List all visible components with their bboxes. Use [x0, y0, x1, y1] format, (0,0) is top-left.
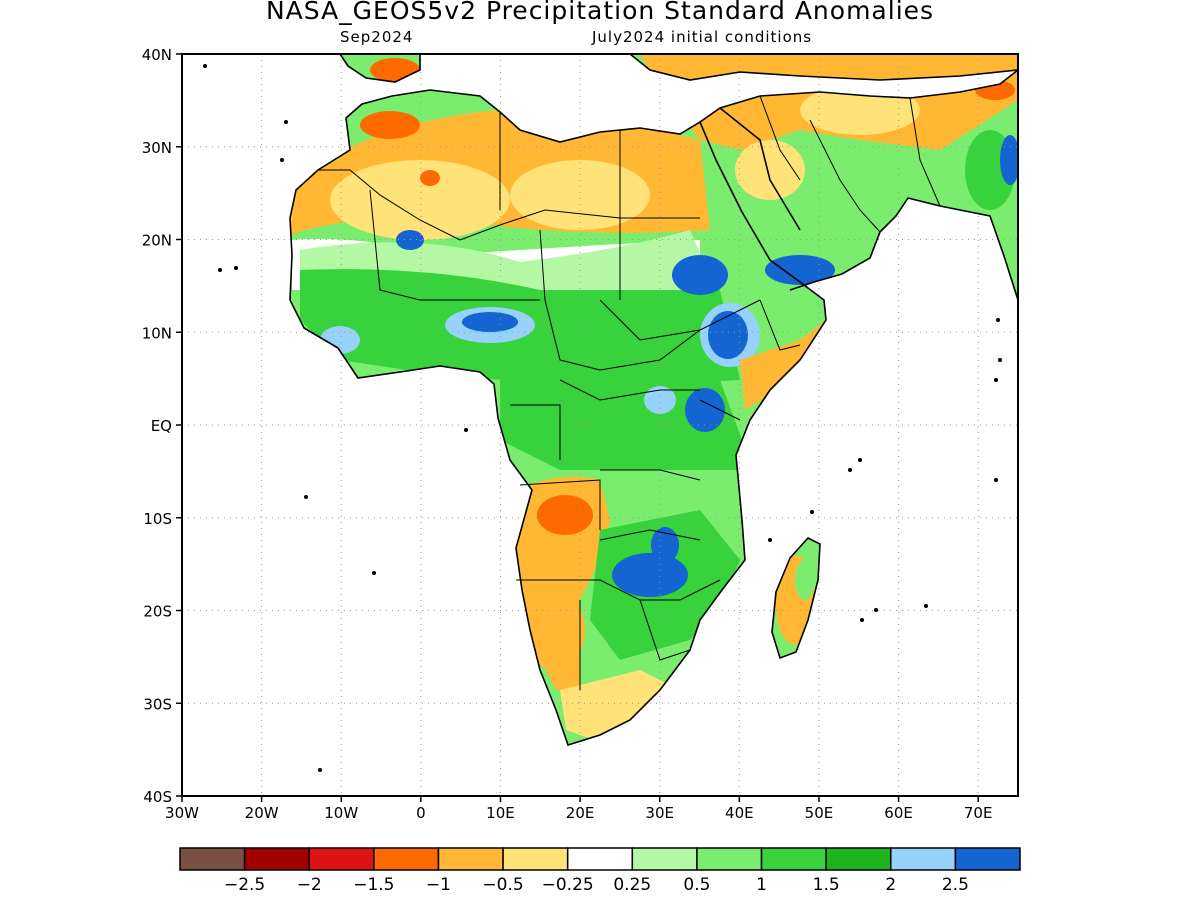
colorbar-swatch — [696, 847, 763, 871]
valid-month-label: Sep2024 — [340, 28, 414, 46]
lon-label: 30W — [165, 804, 199, 822]
colorbar-label: 1 — [756, 875, 767, 895]
lat-label: 40N — [142, 46, 172, 64]
colorbar-labels: −2.5 −2 −1.5 −1 −0.5 −0.25 0.25 0.5 1 1.5 2 2.5 — [224, 875, 969, 895]
colorbar-swatch — [760, 847, 827, 871]
lon-label: 20E — [566, 804, 595, 822]
colorbar-swatch — [890, 847, 957, 871]
lat-label: EQ — [151, 417, 172, 435]
colorbar-label: 2 — [885, 875, 896, 895]
lat-label: 30S — [143, 695, 172, 713]
lon-label: 0 — [416, 804, 426, 822]
colorbar-label: −1.5 — [353, 875, 394, 895]
graticule — [182, 54, 1018, 796]
colorbar-swatch — [825, 847, 892, 871]
colorbar-swatch — [437, 847, 504, 871]
colorbar-swatch — [631, 847, 698, 871]
colorbar-swatch — [502, 847, 569, 871]
lon-label: 70E — [964, 804, 993, 822]
longitude-labels: 30W 20W 10W 0 10E 20E 30E 40E 50E 60E 70E — [165, 796, 992, 822]
lat-label: 10S — [143, 510, 172, 528]
lon-label: 40E — [725, 804, 754, 822]
lon-label: 10W — [324, 804, 358, 822]
lat-label: 10N — [142, 324, 172, 342]
colorbar-swatch — [308, 847, 375, 871]
colorbar-label: −1 — [426, 875, 451, 895]
lon-label: 60E — [884, 804, 913, 822]
latitude-labels: 40N 30N 20N 10N EQ 10S 20S 30S 40S — [142, 46, 182, 806]
colorbar-swatch — [243, 847, 310, 871]
lat-label: 20N — [142, 232, 172, 250]
colorbar-swatch — [373, 847, 440, 871]
colorbar-label: 2.5 — [942, 875, 969, 895]
colorbar-label: 0.5 — [683, 875, 710, 895]
lon-label: 30E — [645, 804, 674, 822]
small-islands — [203, 64, 1002, 772]
lat-label: 20S — [143, 603, 172, 621]
lat-label: 40S — [143, 788, 172, 806]
anomaly-shading — [290, 54, 1018, 745]
country-borders — [318, 95, 941, 690]
lat-label: 30N — [142, 139, 172, 157]
colorbar — [179, 847, 1021, 871]
colorbar-label: −0.25 — [542, 875, 594, 895]
colorbar-swatch — [566, 847, 634, 871]
lon-label: 50E — [805, 804, 834, 822]
colorbar-label: −2 — [297, 875, 322, 895]
colorbar-label: −2.5 — [224, 875, 265, 895]
colorbar-label: 0.25 — [613, 875, 651, 895]
colorbar-label: −0.5 — [482, 875, 523, 895]
map-title: NASA_GEOS5v2 Precipitation Standard Anom… — [265, 0, 935, 25]
colorbar-label: 1.5 — [813, 875, 840, 895]
lon-label: 20W — [245, 804, 279, 822]
coastlines — [289, 54, 1018, 746]
colorbar-swatch — [179, 847, 246, 871]
lon-label: 10E — [486, 804, 515, 822]
colorbar-swatch — [954, 847, 1021, 871]
init-conditions-label: July2024 initial conditions — [592, 28, 813, 46]
